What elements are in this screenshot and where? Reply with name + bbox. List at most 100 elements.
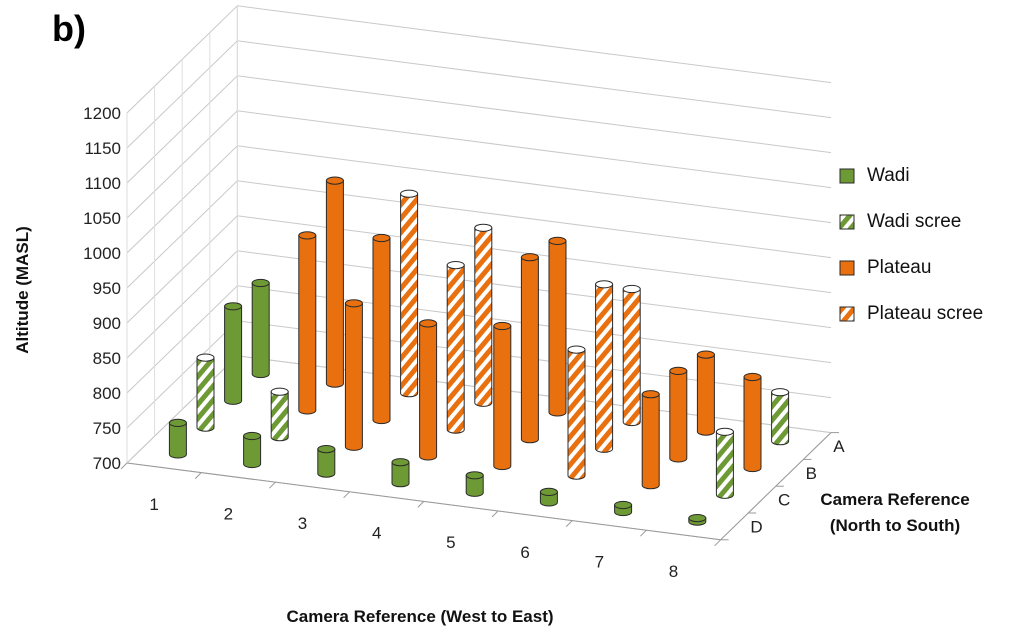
y-tick-label: 900	[93, 314, 121, 333]
bar-body	[567, 349, 586, 480]
z-tick-label: C	[778, 491, 790, 510]
bar	[520, 253, 539, 444]
z-axis-title: (North to South)	[830, 516, 960, 535]
bar-body	[622, 288, 641, 427]
bar-body	[520, 256, 539, 444]
bar	[372, 233, 391, 425]
bar-top	[595, 280, 614, 289]
y-axis-title: Altitude (MASL)	[13, 226, 32, 353]
bar-top	[270, 387, 289, 396]
bar-body	[419, 322, 438, 461]
bar-body	[270, 391, 289, 442]
x-tick-label: 7	[595, 552, 604, 571]
x-tick-label: 5	[446, 533, 455, 552]
bar-body	[344, 302, 363, 451]
bar	[465, 471, 484, 497]
bar-top	[419, 319, 438, 328]
bar-top	[465, 471, 484, 480]
bar-top	[168, 418, 187, 427]
chart-ticks: 700 750 800 850 900 950 1000 1050 1100 1150 1200 1 2…	[83, 104, 845, 581]
bar-top	[474, 223, 493, 232]
x-tick-mark	[269, 481, 276, 489]
y-tick-label: 1150	[84, 139, 121, 158]
bar	[243, 431, 262, 469]
bar-body	[696, 354, 715, 436]
bar	[548, 236, 567, 417]
z-tick-label: B	[806, 464, 817, 483]
bar-body	[196, 357, 215, 432]
bar-top	[493, 321, 512, 331]
bar-top	[539, 487, 558, 496]
bar	[196, 353, 215, 432]
gridline	[126, 110, 832, 219]
bar	[446, 261, 465, 434]
bar-body	[243, 435, 262, 469]
bar	[669, 366, 688, 463]
chart-bars	[168, 176, 790, 526]
x-tick-mark	[640, 529, 647, 537]
chart-walls	[120, 5, 839, 547]
bar-body	[465, 474, 484, 497]
y-tick-label: 1050	[83, 209, 121, 228]
legend-swatch	[839, 260, 855, 276]
bar-top	[715, 427, 734, 436]
bar	[688, 514, 707, 526]
bar-body	[224, 305, 243, 405]
bar	[224, 302, 243, 405]
y-tick-label: 700	[93, 454, 121, 473]
bar-body	[669, 370, 688, 463]
bar-top	[344, 299, 363, 308]
x-tick-mark	[565, 520, 573, 527]
bar-top	[641, 390, 660, 399]
y-tick-label: 850	[93, 349, 121, 368]
x-tick-label: 6	[520, 543, 529, 562]
y-tick-label: 950	[93, 279, 121, 298]
x-tick-label: 8	[669, 562, 678, 581]
bar-body	[391, 461, 410, 488]
bar	[622, 284, 641, 427]
bar	[771, 388, 790, 446]
bar	[400, 189, 419, 398]
y-tick-label: 1200	[83, 104, 121, 123]
bar-body	[715, 431, 734, 499]
bar-body	[325, 180, 344, 388]
bar-top	[224, 302, 243, 311]
bar	[715, 427, 734, 499]
legend-label: Plateau	[867, 257, 931, 278]
bar-top	[771, 388, 790, 397]
bar-top	[743, 372, 762, 382]
bar-top	[251, 278, 270, 288]
x-tick-label: 2	[224, 504, 233, 523]
y-tick-label: 1100	[84, 174, 121, 193]
bar-body	[771, 391, 790, 446]
x-tick-mark	[343, 491, 350, 499]
bar	[270, 387, 289, 442]
bar-body	[743, 376, 762, 473]
bar	[344, 299, 363, 451]
legend-label: Wadi	[867, 165, 910, 186]
bar-body	[641, 393, 660, 490]
gridline	[126, 5, 832, 114]
bar	[168, 418, 187, 459]
bar	[474, 223, 493, 407]
bar-top	[520, 253, 539, 262]
bar-body	[317, 448, 336, 478]
chart-legend: Wadi Wadi scree Plateau Plateau scree	[839, 165, 983, 324]
bar	[567, 345, 586, 480]
axis-titles: Altitude (MASL) Camera Reference (West to…	[13, 226, 970, 626]
bar	[493, 321, 512, 471]
bar	[641, 390, 660, 490]
bar-body	[548, 240, 567, 417]
bar-top	[317, 445, 336, 454]
z-axis-title: Camera Reference	[820, 490, 969, 509]
bar-top	[614, 500, 633, 510]
bar-top	[567, 345, 586, 354]
bar	[325, 176, 344, 388]
legend-swatch	[839, 306, 855, 322]
legend-swatch	[839, 168, 855, 184]
bar	[317, 445, 336, 478]
x-tick-mark	[714, 539, 721, 547]
x-tick-mark	[417, 501, 425, 508]
legend-label: Plateau scree	[867, 303, 983, 324]
